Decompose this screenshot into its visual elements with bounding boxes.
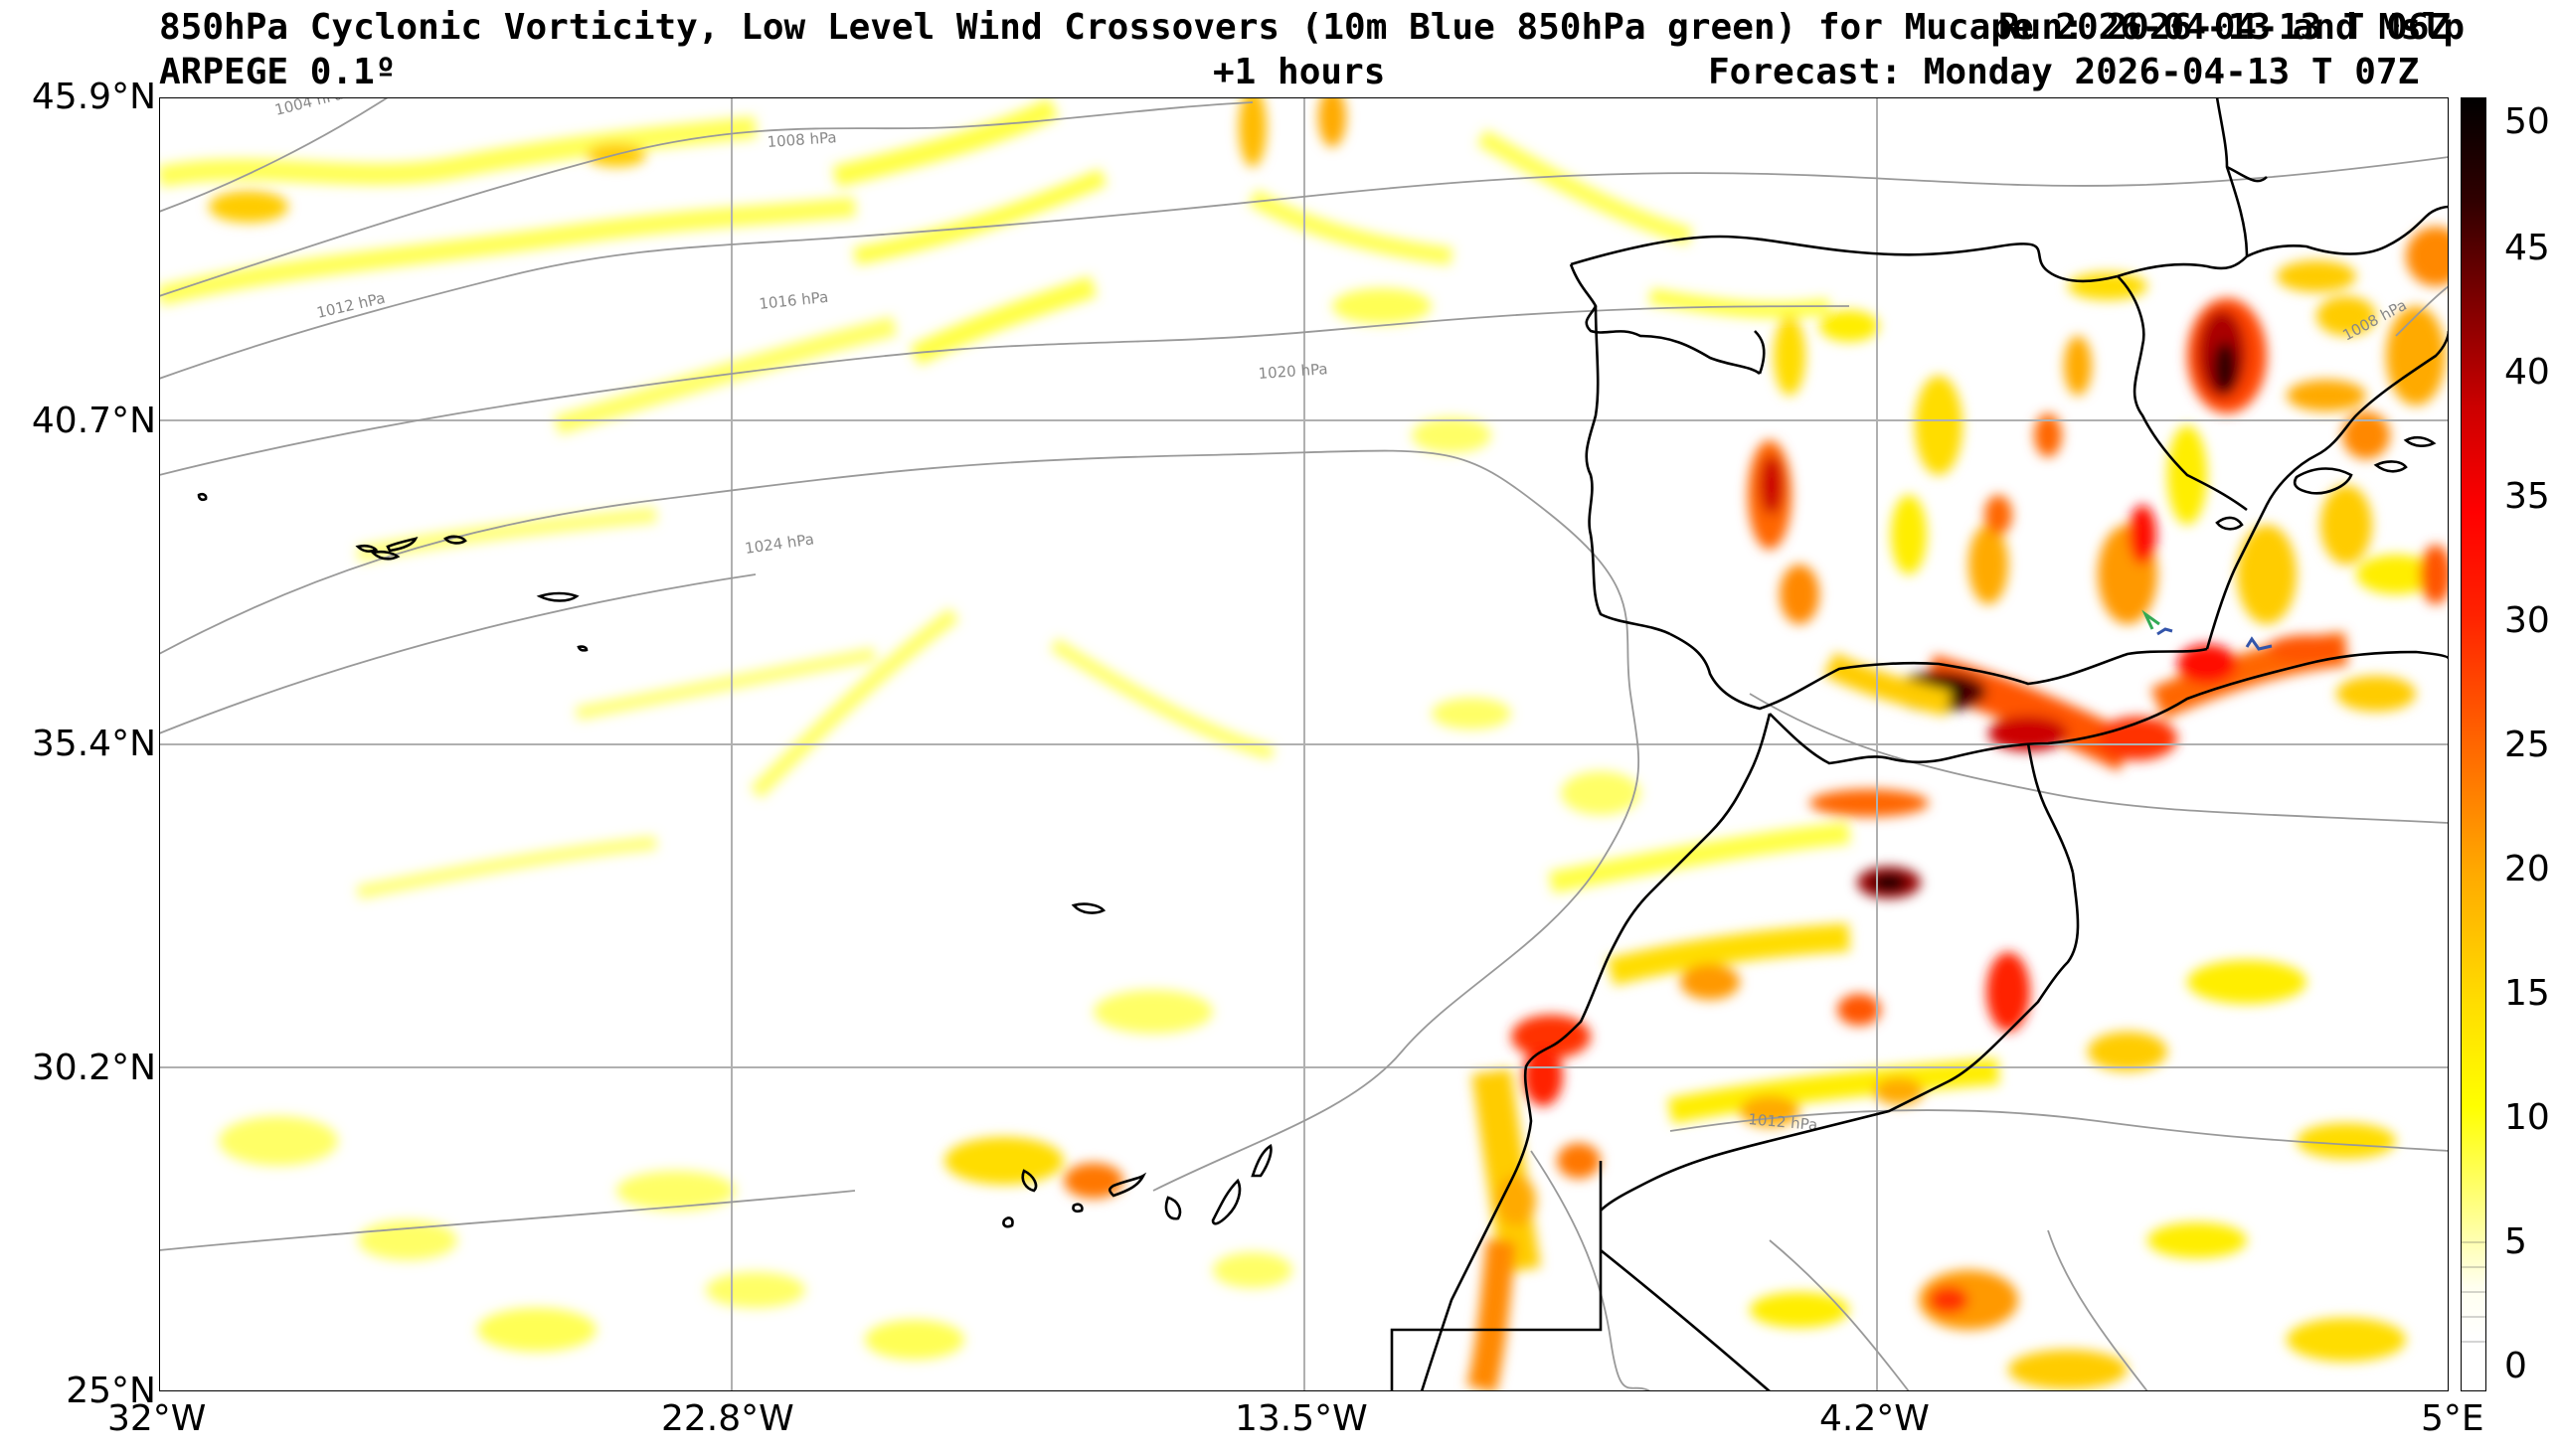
lat-label: 30.2°N	[31, 1048, 156, 1088]
colorbar-tick: 50	[2504, 101, 2550, 142]
lat-label: 25°N	[66, 1371, 156, 1411]
colorbar	[2461, 97, 2486, 1391]
colorbar-tick: 20	[2504, 849, 2550, 890]
isobars	[159, 97, 2449, 1391]
map-title: 850hPa Cyclonic Vorticity, Low Level Win…	[159, 7, 2466, 48]
vorticity-map: 1004 hPa 1008 hPa 1012 hPa 1016 hPa 1020…	[159, 97, 2449, 1391]
lat-label: 40.7°N	[31, 401, 156, 441]
colorbar-tick: 15	[2504, 973, 2550, 1014]
coastlines	[197, 97, 2449, 1391]
lon-label: 4.2°W	[1819, 1398, 1930, 1439]
colorbar-tick: 25	[2504, 725, 2550, 765]
lat-label: 35.4°N	[31, 724, 156, 764]
lat-label: 45.9°N	[31, 77, 156, 117]
lon-label: 22.8°W	[661, 1398, 794, 1439]
lon-label: 32°W	[107, 1398, 207, 1439]
colorbar-tick: 30	[2504, 600, 2550, 641]
forecast-time: Forecast: Monday 2026-04-13 T 07Z	[1708, 52, 2420, 92]
colorbar-tick: 5	[2504, 1221, 2527, 1262]
lead-time: +1 hours	[1213, 52, 1386, 92]
map-grid	[159, 97, 2449, 1391]
lon-label: 5°E	[2421, 1398, 2484, 1439]
colorbar-tick: 10	[2504, 1097, 2550, 1138]
colorbar-tick: 35	[2504, 476, 2550, 517]
colorbar-tick: 40	[2504, 352, 2550, 393]
colorbar-tick: 0	[2504, 1346, 2527, 1386]
isobar-label: 1020 hPa	[1258, 360, 1328, 383]
run-time-overlap: Run: 2026-04-13 T 06Z	[1998, 7, 2452, 48]
vorticity-field	[159, 97, 2449, 1391]
wind-crossovers	[2141, 609, 2273, 651]
lon-label: 13.5°W	[1235, 1398, 1368, 1439]
model-name: ARPEGE 0.1º	[159, 52, 397, 92]
colorbar-tick: 45	[2504, 228, 2550, 268]
isobar-label: 1008 hPa	[767, 128, 837, 151]
